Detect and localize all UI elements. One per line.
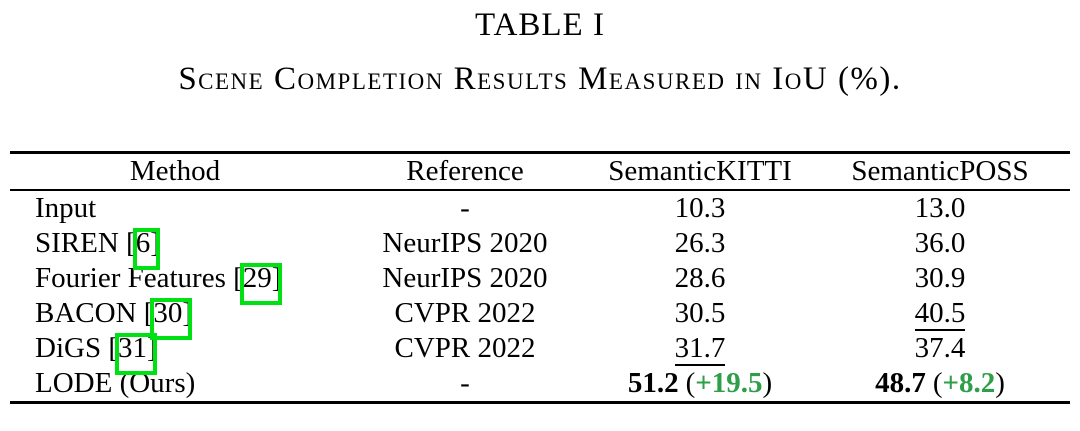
column-header-semantickitti: SemanticKITTI — [608, 155, 792, 187]
column-header-method: Method — [129, 155, 221, 187]
citation-link-box[interactable]: 31 — [114, 332, 157, 375]
poss-value-cell: 37.4 — [810, 332, 1070, 365]
metric-value: 13.0 — [914, 192, 966, 224]
reference-cell: NeurIPS 2020 — [382, 227, 548, 259]
method-suffix: ] — [182, 297, 193, 329]
metric-value: 10.3 — [674, 192, 726, 224]
table-row: SIREN [6] NeurIPS 2020 26.3 36.0 — [10, 226, 1070, 270]
poss-value-cell: 48.7 (+8.2) — [810, 367, 1070, 400]
metric-value: 30.5 — [674, 297, 726, 329]
method-suffix: ] — [146, 332, 157, 364]
table-row: LODE (Ours) - 51.2 (+19.5) 48.7 (+8.2) — [10, 366, 1070, 401]
delta-wrap: (+8.2) — [933, 367, 1005, 399]
method-suffix: ] — [150, 227, 160, 259]
table-body: Input - 10.3 13.0 SIREN [6] NeurIPS 2020… — [10, 191, 1070, 401]
table-row: BACON [30] CVPR 2022 30.5 40.5 — [10, 296, 1070, 340]
metric-value: 31.7 — [674, 331, 726, 366]
method-cell: DiGS [31] — [10, 332, 340, 375]
poss-value-cell: 13.0 — [810, 192, 1070, 225]
delta-wrap: (+19.5) — [686, 367, 773, 399]
improvement-delta: +8.2 — [942, 367, 996, 399]
kitti-value-cell: 26.3 — [590, 227, 810, 260]
metric-value: 26.3 — [674, 227, 726, 259]
method-cell: SIREN [6] — [10, 227, 340, 270]
paren-close: ) — [762, 367, 773, 399]
metric-value: 30.9 — [914, 262, 966, 294]
column-header-reference: Reference — [406, 155, 524, 187]
improvement-delta: +19.5 — [695, 367, 763, 399]
kitti-value-cell: 10.3 — [590, 192, 810, 225]
paren-open: ( — [685, 367, 696, 399]
reference-cell: - — [460, 192, 470, 224]
paren-close: ) — [995, 367, 1005, 399]
table-caption-number: TABLE I — [475, 7, 605, 43]
method-prefix: SIREN [ — [35, 227, 136, 259]
column-header-semanticposs: SemanticPOSS — [851, 155, 1029, 187]
results-table: Method Reference SemanticKITTI SemanticP… — [10, 151, 1070, 404]
kitti-value-cell: 30.5 — [590, 297, 810, 330]
poss-value-cell: 40.5 — [810, 297, 1070, 331]
method-cell: Fourier Features [29] — [10, 262, 340, 305]
citation-link-box[interactable]: 30 — [150, 297, 193, 340]
method-cell: BACON [30] — [10, 297, 340, 340]
metric-value: 36.0 — [914, 227, 966, 259]
method-prefix: BACON [ — [35, 297, 154, 329]
metric-value: 51.2 — [627, 367, 679, 399]
method-prefix: Input — [35, 192, 97, 224]
method-suffix: ] — [271, 262, 282, 294]
method-cell: LODE (Ours) — [10, 367, 340, 400]
kitti-value-cell: 51.2 (+19.5) — [590, 367, 810, 400]
kitti-value-cell: 31.7 — [590, 332, 810, 366]
reference-cell: CVPR 2022 — [394, 297, 536, 329]
reference-cell: CVPR 2022 — [394, 332, 536, 364]
method-prefix: Fourier Features [ — [35, 262, 243, 294]
metric-value: 40.5 — [914, 296, 966, 331]
reference-cell: - — [460, 367, 470, 399]
table-row: DiGS [31] CVPR 2022 31.7 37.4 — [10, 331, 1070, 375]
table-caption-title: Scene Completion Results Measured in IoU… — [178, 61, 902, 97]
kitti-value-cell: 28.6 — [590, 262, 810, 295]
citation-link-box[interactable]: 6 — [132, 227, 160, 270]
table-header-row: Method Reference SemanticKITTI SemanticP… — [10, 154, 1070, 191]
method-prefix: LODE (Ours) — [35, 367, 196, 399]
paren-open: ( — [932, 367, 943, 399]
metric-value: 48.7 — [875, 367, 926, 399]
poss-value-cell: 30.9 — [810, 262, 1070, 295]
method-prefix: DiGS [ — [35, 332, 118, 364]
metric-value: 37.4 — [914, 332, 966, 364]
poss-value-cell: 36.0 — [810, 227, 1070, 260]
metric-value: 28.6 — [674, 262, 726, 294]
reference-cell: NeurIPS 2020 — [382, 262, 548, 294]
table-row: Fourier Features [29] NeurIPS 2020 28.6 … — [10, 261, 1070, 305]
table-row: Input - 10.3 13.0 — [10, 191, 1070, 226]
citation-link-box[interactable]: 29 — [239, 262, 282, 305]
method-cell: Input — [10, 192, 340, 225]
